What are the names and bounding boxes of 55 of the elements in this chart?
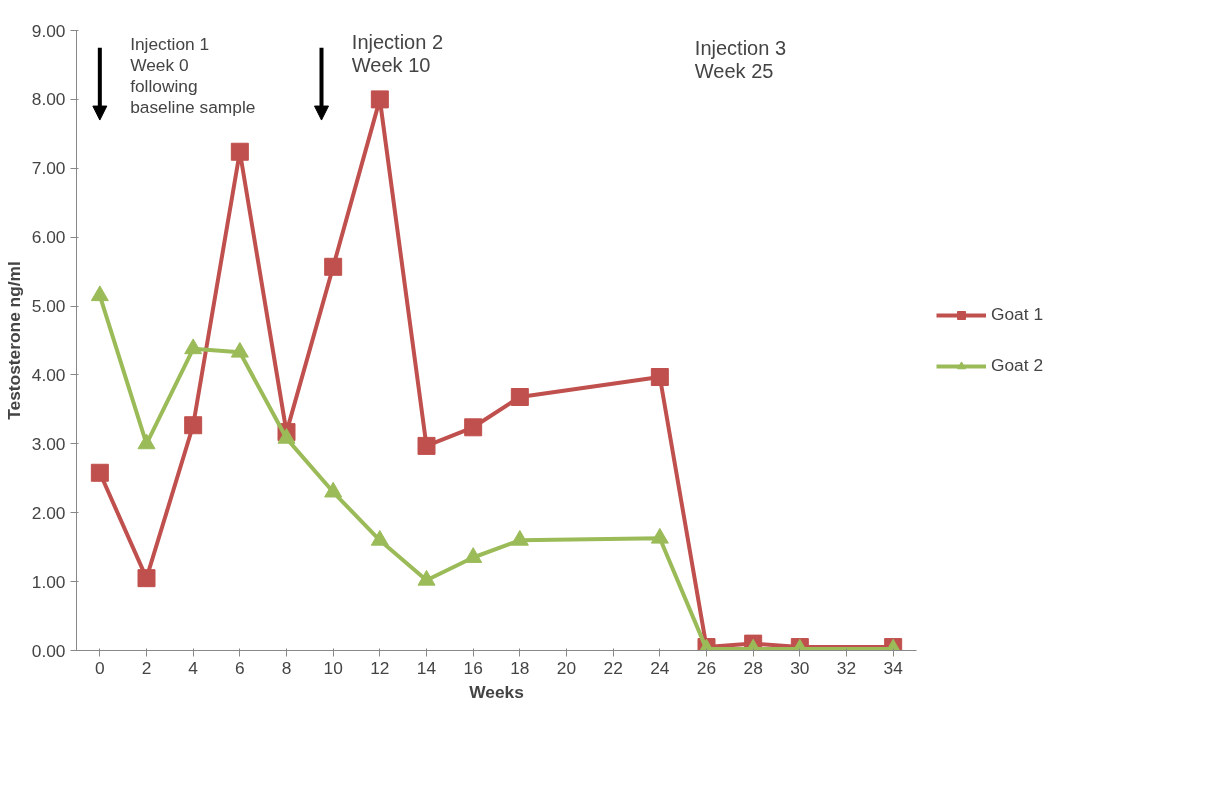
y-tick-label: 8.00 [31,89,66,110]
point [650,368,669,387]
point [90,463,109,482]
point [417,569,436,586]
point [184,338,203,355]
x-tick-label: 14 [416,657,437,678]
x-tick-label: 6 [235,657,245,678]
legend-label: Goat 2 [991,355,1044,376]
x-tick-label: 12 [370,657,390,678]
y-tick-label: 9.00 [31,20,66,41]
point [137,433,156,450]
x-tick-label: 32 [836,657,857,678]
point [510,387,529,406]
x-tick-label: 0 [95,657,105,678]
annotation: Injection 3 Week 25 [694,37,787,83]
point [464,547,483,563]
y-tick-label: 2.00 [31,502,66,523]
x-axis-title: Weeks [469,681,524,702]
x-tick-label: 22 [603,657,623,678]
point [90,285,109,302]
x-tick-label: 24 [650,657,670,678]
y-tick-label: 7.00 [31,158,66,179]
x-tick-label: 34 [883,657,904,678]
point [370,90,389,109]
x-tick-label: 16 [463,657,483,678]
point [277,428,296,444]
x-tick-label: 8 [281,657,292,678]
legend-label: Goat 1 [991,304,1044,325]
point [464,418,483,437]
y-tick-label: 1.00 [31,571,66,592]
y-axis-title: Testosterone ng/ml [3,261,24,420]
point [230,142,249,161]
x-tick-label: 28 [743,657,763,678]
point [370,529,389,546]
point [417,436,436,455]
x-tick-label: 18 [510,657,530,678]
annotation: Injection 1 Week 0 following baseline sample [130,33,256,117]
point [184,416,203,435]
point [324,481,343,498]
y-tick-label: 5.00 [31,296,66,317]
y-tick-label: 6.00 [31,227,66,248]
x-tick-label: 10 [323,657,343,678]
x-tick-label: 20 [556,657,577,678]
x-tick-label: 26 [696,657,717,678]
point [324,257,343,276]
x-tick-label: 4 [188,657,199,678]
point [650,527,669,544]
point [230,341,249,358]
y-tick-label: 3.00 [31,433,66,454]
point [510,529,529,546]
x-tick-label: 2 [141,657,152,678]
y-tick-label: 0.00 [31,640,66,661]
annotation: Injection 2 Week 10 [351,30,444,76]
y-tick-label: 4.00 [31,364,66,385]
x-tick-label: 30 [790,657,810,678]
